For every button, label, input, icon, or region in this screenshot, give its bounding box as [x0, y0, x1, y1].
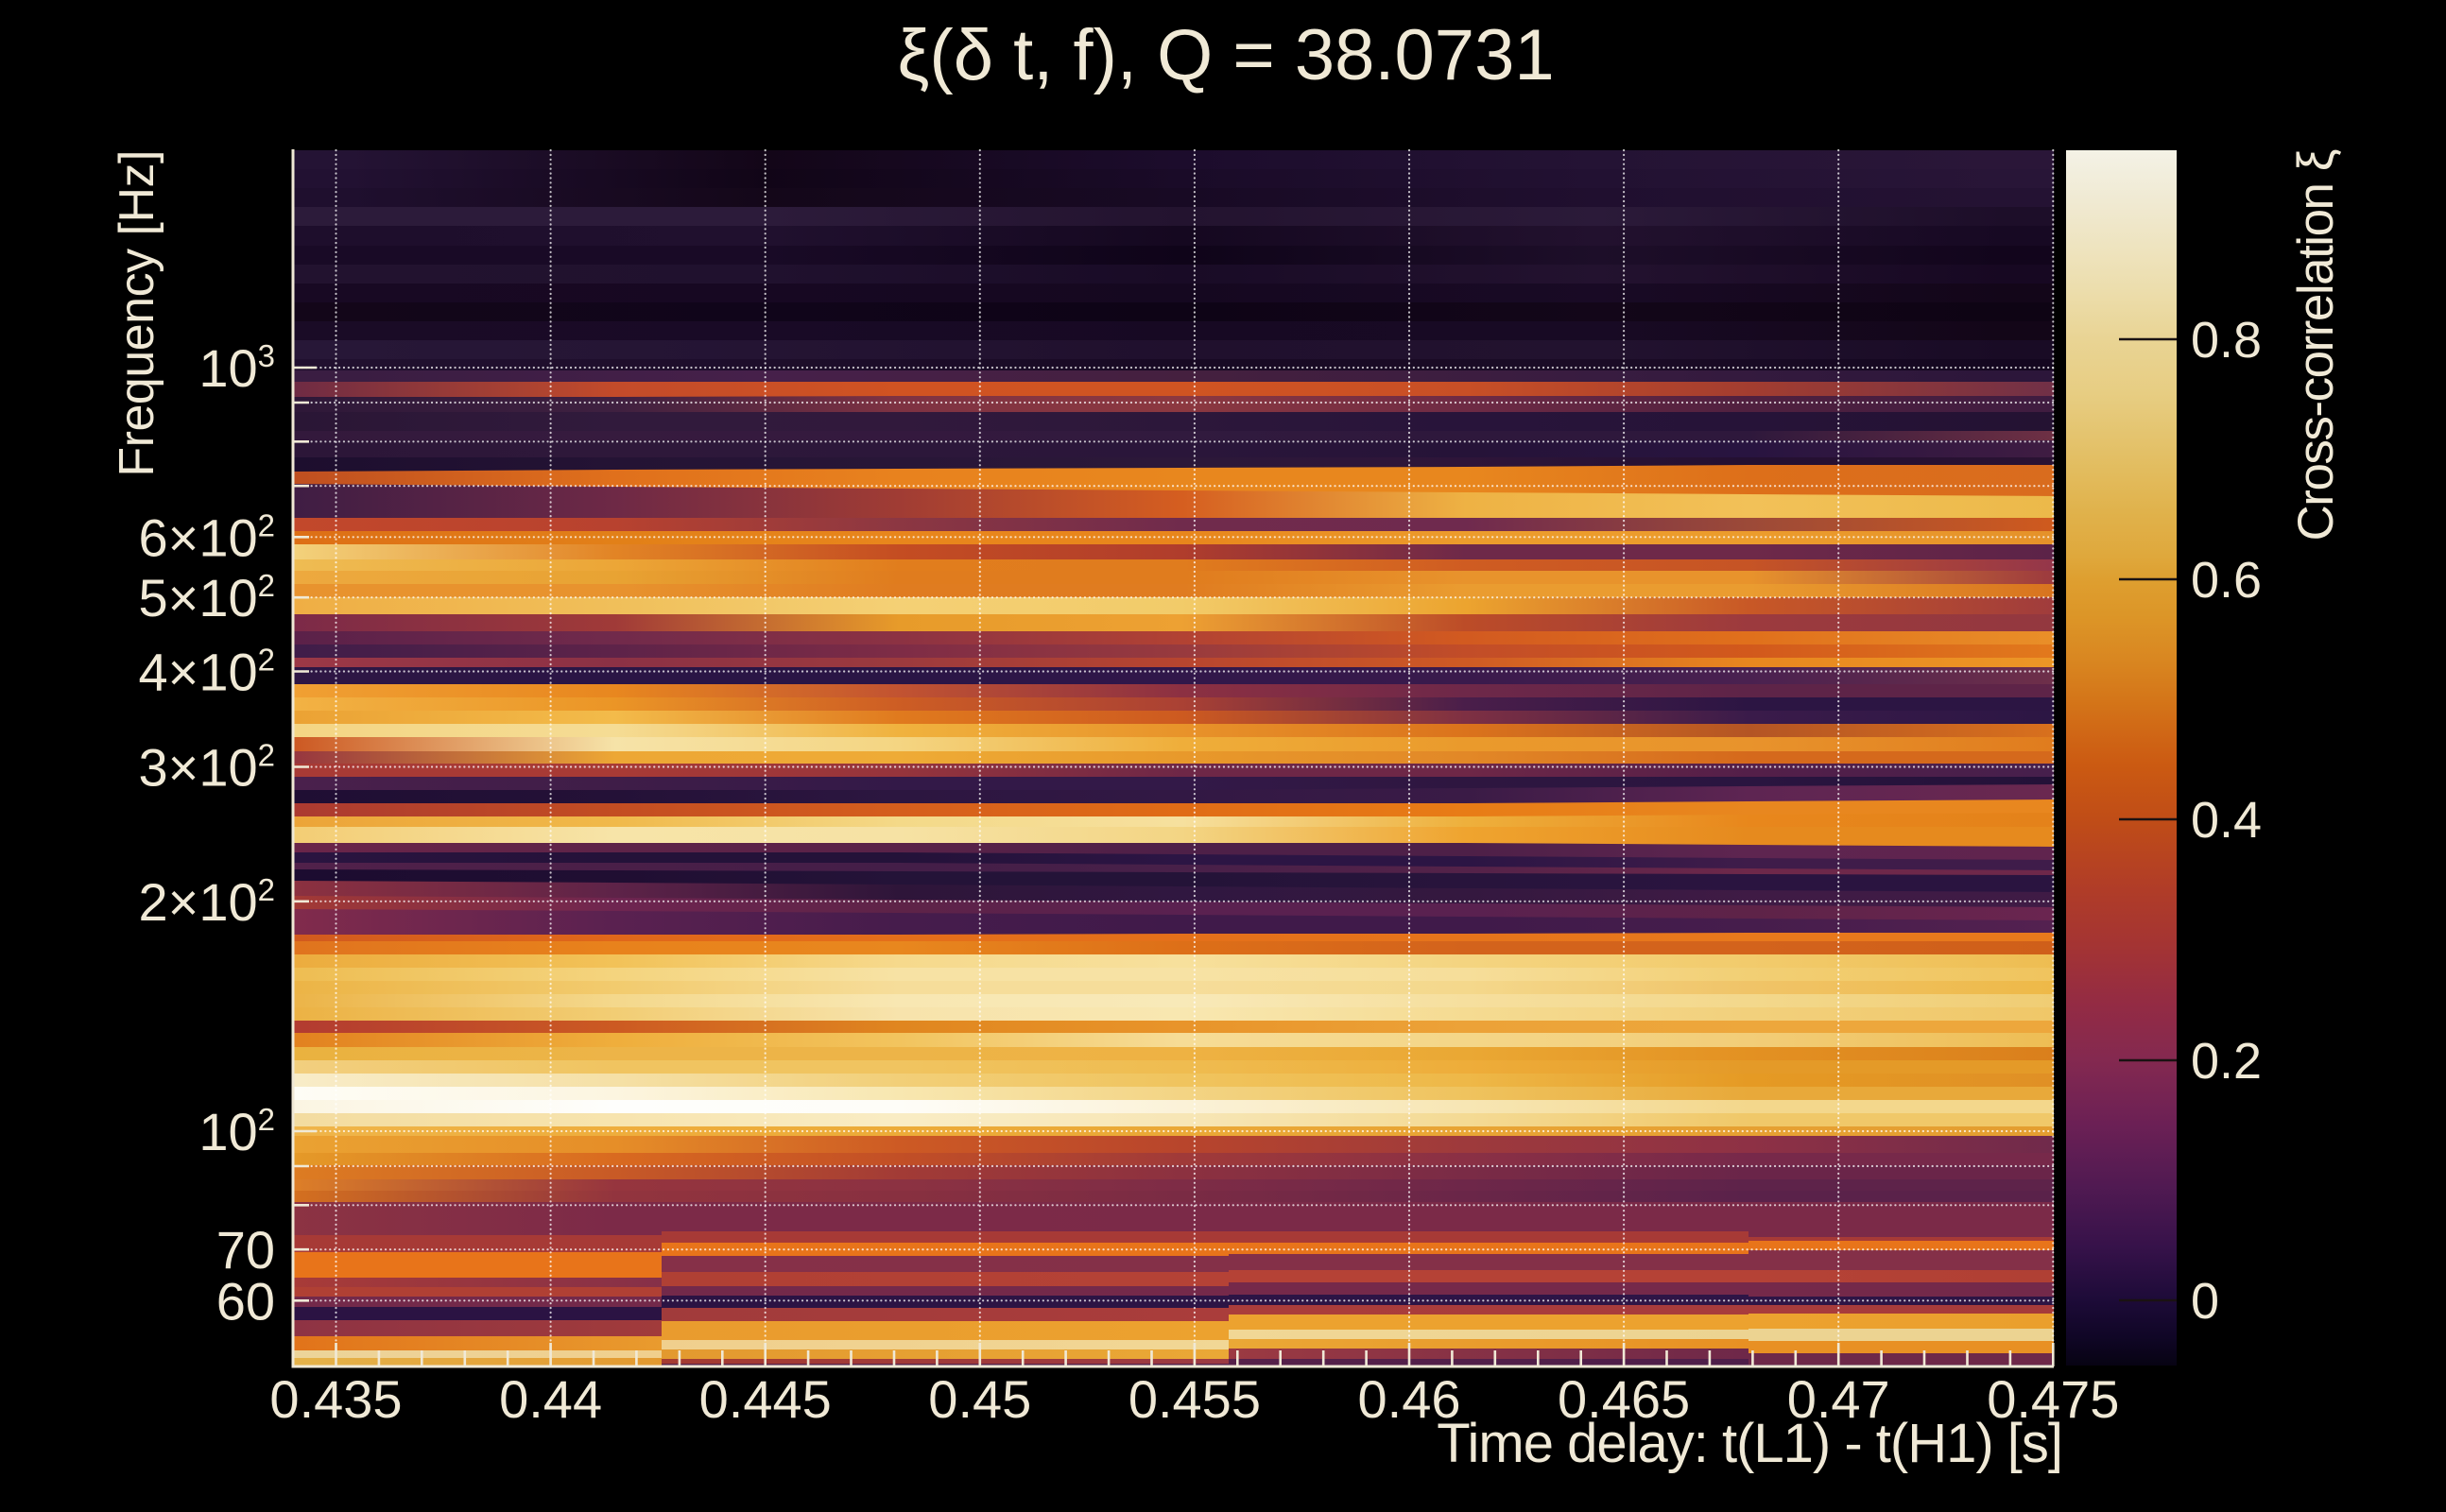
svg-text:0.6: 0.6: [2191, 552, 2262, 609]
svg-text:70: 70: [216, 1220, 275, 1280]
svg-text:4×102: 4×102: [139, 643, 276, 702]
svg-text:Frequency [Hz]: Frequency [Hz]: [110, 150, 164, 477]
svg-text:ξ(δ t, f), Q = 38.0731: ξ(δ t, f), Q = 38.0731: [897, 15, 1554, 95]
svg-text:0.475: 0.475: [1987, 1369, 2119, 1429]
svg-text:0.44: 0.44: [499, 1369, 602, 1429]
svg-text:0.47: 0.47: [1787, 1369, 1890, 1429]
svg-text:3×102: 3×102: [139, 738, 276, 798]
svg-text:0.4: 0.4: [2191, 792, 2262, 849]
svg-text:5×102: 5×102: [139, 568, 276, 627]
svg-text:0.455: 0.455: [1128, 1369, 1261, 1429]
svg-text:0.45: 0.45: [928, 1369, 1031, 1429]
svg-text:2×102: 2×102: [139, 872, 276, 932]
svg-text:0: 0: [2191, 1273, 2219, 1330]
svg-text:0.435: 0.435: [269, 1369, 402, 1429]
svg-text:60: 60: [216, 1271, 275, 1331]
svg-text:6×102: 6×102: [139, 507, 276, 567]
svg-text:0.445: 0.445: [699, 1369, 832, 1429]
svg-text:Cross-correlation ξ: Cross-correlation ξ: [2288, 149, 2344, 541]
svg-text:0.2: 0.2: [2191, 1033, 2262, 1090]
svg-text:0.8: 0.8: [2191, 312, 2262, 369]
svg-text:0.465: 0.465: [1558, 1369, 1690, 1429]
svg-text:Time delay: t(L1) - t(H1) [s]: Time delay: t(L1) - t(H1) [s]: [1437, 1413, 2062, 1474]
svg-text:0.46: 0.46: [1358, 1369, 1461, 1429]
